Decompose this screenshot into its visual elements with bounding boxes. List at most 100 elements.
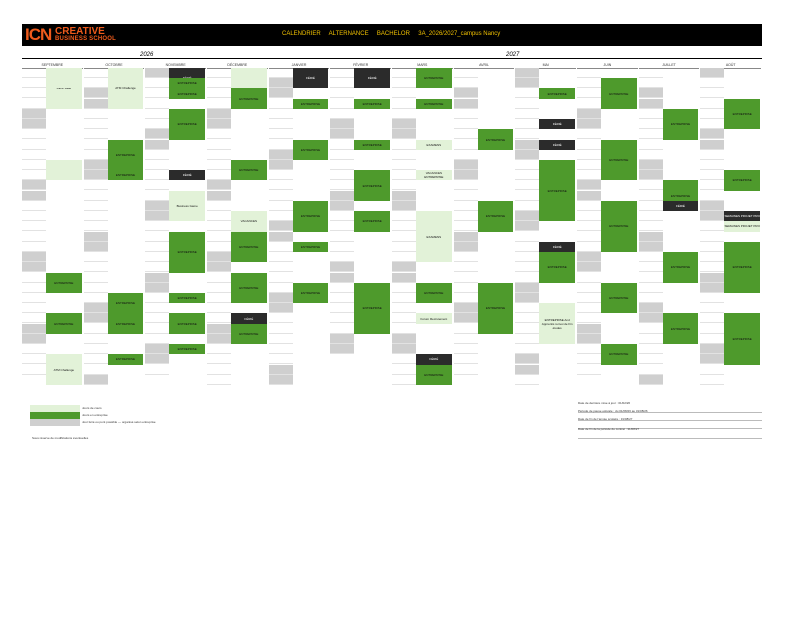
day-row bbox=[453, 211, 478, 222]
day-row bbox=[145, 365, 170, 375]
day-row bbox=[515, 354, 540, 365]
calendar-block: ENTREPRISE bbox=[46, 313, 82, 334]
calendar-block: FÉRIÉ bbox=[169, 170, 205, 181]
day-row bbox=[22, 68, 46, 78]
month-header: MAI bbox=[515, 62, 577, 69]
day-row bbox=[392, 140, 417, 150]
day-row bbox=[83, 273, 108, 283]
day-row bbox=[268, 283, 293, 293]
day-row bbox=[22, 201, 46, 211]
day-row bbox=[207, 201, 231, 211]
day-row bbox=[638, 252, 663, 263]
day-row bbox=[83, 191, 108, 201]
day-row bbox=[515, 364, 540, 375]
day-row bbox=[515, 180, 540, 191]
day-row bbox=[515, 313, 540, 324]
day-row bbox=[577, 99, 602, 109]
day-row bbox=[700, 252, 725, 263]
calendar-title: CALENDRIER ALTERNANCE BACHELOR 3A_2026/2… bbox=[282, 31, 501, 37]
day-row bbox=[83, 88, 108, 99]
day-row bbox=[577, 293, 602, 303]
day-row bbox=[145, 180, 170, 191]
day-row bbox=[515, 170, 540, 181]
day-row bbox=[515, 191, 540, 201]
day-row bbox=[145, 211, 170, 222]
day-row bbox=[268, 231, 293, 242]
calendar-block: ENTREPRISE bbox=[724, 98, 761, 130]
day-row bbox=[145, 334, 170, 344]
day-row bbox=[453, 313, 478, 324]
calendar-block: ENTREPRISE bbox=[539, 160, 576, 222]
day-row bbox=[638, 365, 663, 375]
calendar-block: EXAMENS bbox=[416, 139, 452, 150]
calendar-block: ENTREPRISE bbox=[169, 88, 205, 99]
day-row bbox=[392, 190, 417, 201]
day-row bbox=[83, 293, 108, 303]
day-row bbox=[453, 129, 478, 140]
calendar-block: ENTREPRISE bbox=[354, 170, 390, 201]
day-row bbox=[268, 303, 293, 314]
day-row bbox=[638, 119, 663, 130]
day-row bbox=[577, 252, 602, 263]
day-row bbox=[453, 293, 478, 303]
day-row bbox=[22, 232, 46, 242]
day-row bbox=[330, 78, 355, 89]
day-row bbox=[700, 242, 725, 252]
day-row bbox=[83, 119, 108, 130]
day-row bbox=[577, 354, 602, 365]
calendar-block: ENTREPRISE bbox=[46, 272, 82, 293]
footnote: Sous réserve de modifications éventuelle… bbox=[32, 436, 89, 440]
calendar-block: ENTREPRISE bbox=[169, 78, 205, 89]
day-row bbox=[268, 119, 293, 130]
month-column: RENTREE ENTREPRISE ENTREPRISE ATM Challenge bbox=[22, 68, 83, 385]
day-row bbox=[515, 78, 540, 89]
day-row bbox=[515, 344, 540, 355]
calendar-block: ENTREPRISE bbox=[724, 241, 761, 293]
month-column: ENTREPRISE ENTREPRISE ENTREPRISE bbox=[453, 68, 515, 385]
day-row bbox=[577, 323, 602, 334]
day-row bbox=[83, 324, 108, 334]
calendar-block: ENTREPRISE bbox=[231, 323, 267, 345]
day-row bbox=[392, 365, 417, 375]
day-row bbox=[207, 190, 231, 201]
calendar-block: ATM Challenge bbox=[107, 68, 144, 109]
day-row bbox=[22, 323, 46, 334]
day-row bbox=[268, 68, 293, 78]
day-row bbox=[700, 344, 725, 355]
day-row bbox=[145, 354, 170, 365]
calendar-block bbox=[46, 160, 82, 181]
calendar-block: ENTREPRISE bbox=[169, 231, 205, 273]
calendar-block: FÉRIÉ bbox=[539, 119, 576, 130]
day-row bbox=[515, 292, 540, 303]
day-row bbox=[638, 211, 663, 222]
day-row bbox=[515, 375, 540, 385]
day-row bbox=[638, 98, 663, 109]
calendar-block: ENTREPRISE bbox=[601, 344, 637, 365]
calendar-block: ENTREPRISE bbox=[724, 170, 761, 191]
day-row bbox=[207, 211, 231, 222]
day-row bbox=[268, 354, 293, 365]
day-row bbox=[330, 262, 355, 273]
day-row bbox=[268, 211, 293, 222]
day-row bbox=[83, 262, 108, 273]
day-row bbox=[638, 109, 663, 119]
calendar-block: ENTREPRISE bbox=[477, 282, 514, 334]
day-row bbox=[638, 231, 663, 242]
day-row bbox=[700, 78, 725, 89]
day-row bbox=[207, 232, 231, 242]
day-row bbox=[392, 119, 417, 130]
day-row bbox=[330, 119, 355, 130]
calendar-block: ENTREPRISE bbox=[107, 313, 144, 334]
day-row bbox=[268, 242, 293, 252]
day-row bbox=[577, 180, 602, 191]
day-row bbox=[22, 180, 46, 191]
month-column: ENTREPRISE FÉRIÉ FÉRIÉ ENTREPRISE FÉRIÉ ENTRE… bbox=[515, 68, 576, 385]
day-row bbox=[577, 201, 602, 211]
day-row bbox=[145, 139, 170, 150]
day-row bbox=[392, 200, 417, 211]
day-row bbox=[700, 303, 725, 314]
day-row bbox=[207, 68, 231, 78]
day-row bbox=[330, 333, 355, 344]
day-row bbox=[700, 282, 725, 293]
calendar-block bbox=[46, 78, 82, 89]
